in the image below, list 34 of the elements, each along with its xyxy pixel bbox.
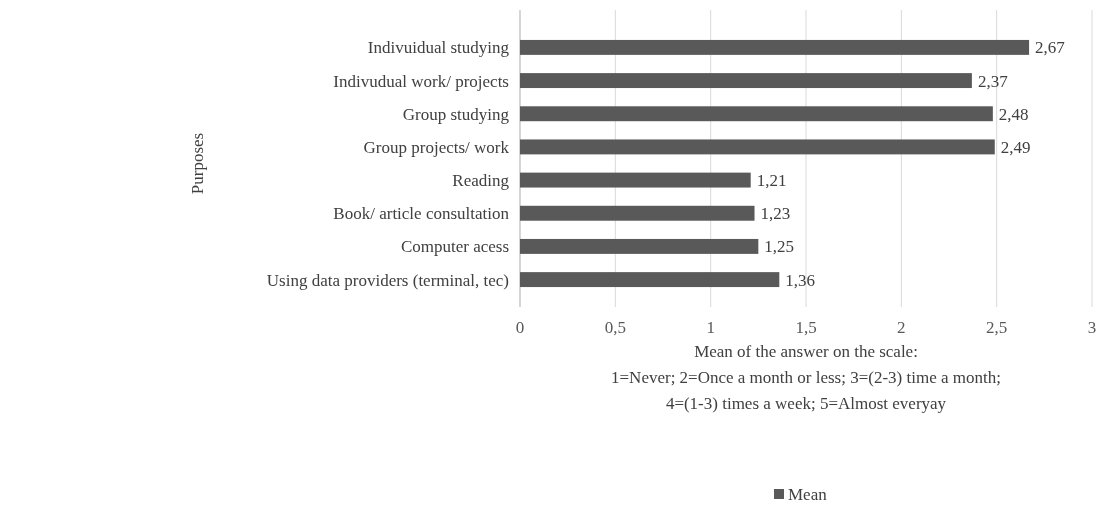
x-tick-label: 0,5 bbox=[604, 318, 626, 337]
y-tick-label: Group studying bbox=[402, 104, 510, 124]
y-tick-label: Using data providers (terminal, tec) bbox=[266, 270, 509, 290]
data-label: 1,25 bbox=[764, 237, 795, 257]
bar bbox=[520, 238, 759, 254]
y-tick-label: Reading bbox=[452, 171, 510, 191]
bar bbox=[520, 106, 993, 122]
data-label: 1,36 bbox=[785, 270, 816, 290]
bar bbox=[520, 139, 995, 155]
x-tick-label: 3 bbox=[1087, 318, 1097, 337]
x-axis-title: Mean of the answer on the scale: 1=Never; 2=Once a month or less; 3=(2-3) time a month; 4=(1-3) times a week; 5=Almost everyay bbox=[611, 342, 1001, 413]
y-tick-label: Book/ article consultation bbox=[333, 204, 510, 224]
y-tick-label: Computer acess bbox=[400, 237, 509, 257]
bar bbox=[520, 172, 751, 188]
x-tick-label: 1 bbox=[706, 318, 715, 337]
y-tick-label: Indivuidual studying bbox=[367, 38, 510, 58]
data-label: 2,67 bbox=[1035, 38, 1066, 58]
data-label: 2,49 bbox=[1000, 137, 1031, 157]
bar bbox=[520, 272, 780, 288]
y-axis-title: Purposes bbox=[188, 132, 208, 195]
data-label: 2,37 bbox=[977, 71, 1009, 91]
data-label: 2,48 bbox=[998, 104, 1029, 124]
x-tick-label: 2 bbox=[897, 318, 906, 337]
bar bbox=[520, 205, 755, 221]
y-tick-label: Indivudual work/ projects bbox=[333, 71, 509, 91]
x-tick-label: 0 bbox=[515, 318, 525, 337]
legend-label: Mean bbox=[788, 485, 828, 504]
x-tick-label: 1,5 bbox=[795, 318, 817, 337]
data-label: 1,23 bbox=[760, 204, 791, 224]
bar bbox=[520, 73, 972, 89]
bar bbox=[520, 39, 1030, 55]
x-tick-label: 2,5 bbox=[986, 318, 1008, 337]
y-tick-label: Group projects/ work bbox=[363, 137, 510, 157]
data-label: 1,21 bbox=[756, 171, 787, 191]
